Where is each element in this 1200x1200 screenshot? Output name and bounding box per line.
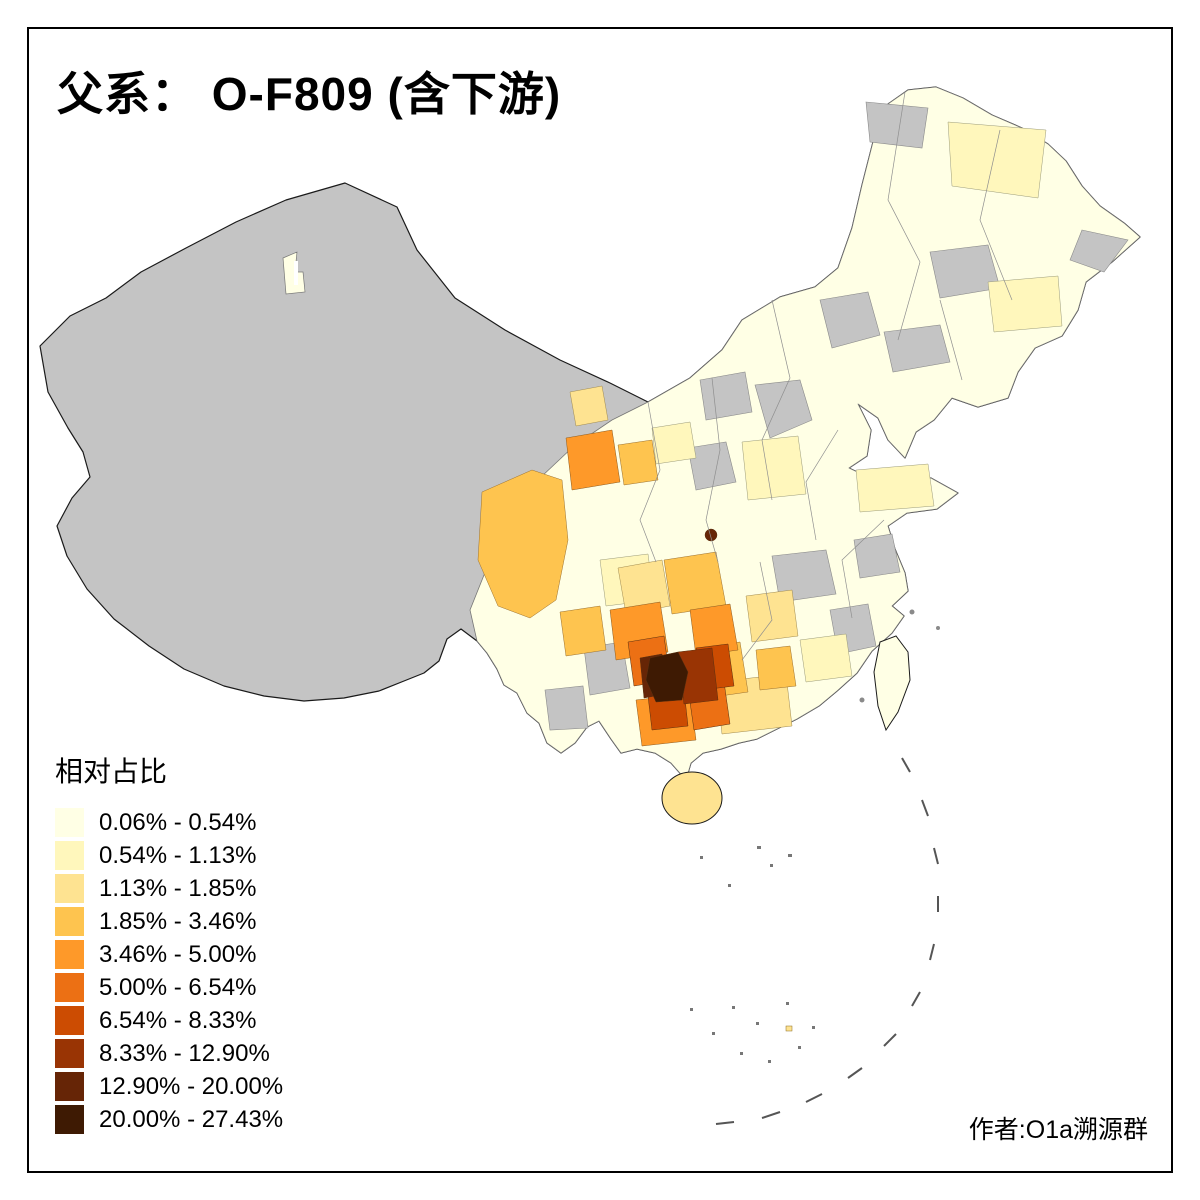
map-region-patch — [947, 121, 1047, 199]
legend-label: 3.46% - 5.00% — [99, 940, 257, 968]
legend-label: 0.54% - 1.13% — [99, 841, 257, 869]
hotspot-cluster — [627, 528, 735, 731]
nine-dash-line — [715, 757, 939, 1125]
map-region-patch — [565, 429, 621, 491]
legend-item: 3.46% - 5.00% — [55, 938, 395, 971]
legend-label: 5.00% - 6.54% — [99, 973, 257, 1001]
map-region-patch — [819, 291, 881, 349]
map-region-patch — [745, 589, 799, 643]
coastal-islands — [859, 609, 940, 703]
legend-label: 0.06% - 0.54% — [99, 808, 257, 836]
legend-swatch — [55, 907, 84, 936]
legend-item: 20.00% - 27.43% — [55, 1103, 395, 1136]
legend-label: 20.00% - 27.43% — [99, 1105, 284, 1133]
map-region-patch — [987, 275, 1063, 333]
legend: 相对占比 0.06% - 0.54% 0.54% - 1.13% 1.13% -… — [55, 750, 395, 1136]
south-china-sea-data-island — [785, 1025, 793, 1032]
legend-item: 5.00% - 6.54% — [55, 971, 395, 1004]
map-region-patch — [617, 439, 659, 486]
map-region-patch — [477, 469, 569, 619]
map-region-patch — [569, 385, 609, 427]
lake — [294, 261, 298, 285]
map-region-patch — [883, 324, 951, 373]
legend-item: 12.90% - 20.00% — [55, 1070, 395, 1103]
legend-label: 1.13% - 1.85% — [99, 874, 257, 902]
map-dark-outlier-dot — [704, 528, 718, 542]
map-hotspot-core — [645, 651, 689, 703]
legend-label: 1.85% - 3.46% — [99, 907, 257, 935]
legend-item: 1.13% - 1.85% — [55, 872, 395, 905]
class2-patches — [599, 121, 1063, 683]
south-china-sea-islands — [690, 846, 815, 1063]
legend-title: 相对占比 — [55, 756, 168, 787]
attribution-text: 作者:O1a溯源群 — [968, 1116, 1148, 1144]
map-region-patch — [544, 685, 589, 731]
legend-label: 12.90% - 20.00% — [99, 1072, 284, 1100]
map-region-patch — [699, 371, 753, 421]
legend-swatch — [55, 874, 84, 903]
legend-swatch — [55, 1105, 84, 1134]
page-title: 父系： O-F809 (含下游) — [57, 68, 562, 120]
legend-label: 6.54% - 8.33% — [99, 1006, 257, 1034]
map-region-patch — [1069, 229, 1129, 273]
map-region-patch — [651, 421, 697, 465]
taiwan-island — [873, 635, 911, 732]
map-region-patch — [865, 101, 929, 149]
map-region-patch — [771, 549, 837, 603]
map-region-patch — [687, 441, 737, 491]
map-region-patch — [741, 435, 807, 501]
map-region-patch — [853, 533, 901, 579]
legend-item: 0.06% - 0.54% — [55, 806, 395, 839]
hainan-island — [661, 771, 723, 825]
legend-item: 8.33% - 12.90% — [55, 1037, 395, 1070]
legend-item: 1.85% - 3.46% — [55, 905, 395, 938]
legend-label: 8.33% - 12.90% — [99, 1039, 270, 1067]
class4-patches — [477, 439, 797, 699]
legend-swatch — [55, 973, 84, 1002]
map-region-patch — [617, 559, 671, 615]
legend-item: 0.54% - 1.13% — [55, 839, 395, 872]
legend-swatch — [55, 808, 84, 837]
map-region-patch — [755, 645, 797, 691]
map-region-patch — [799, 633, 853, 683]
map-region-patch — [663, 551, 727, 615]
province-borders — [639, 91, 1013, 661]
map-region-patch — [689, 603, 739, 657]
legend-swatch — [55, 940, 84, 969]
legend-swatch — [55, 1006, 84, 1035]
legend-swatch — [55, 1072, 84, 1101]
no-data-patches — [544, 101, 1129, 731]
map-region-patch — [855, 463, 935, 513]
legend-item: 6.54% - 8.33% — [55, 1004, 395, 1037]
legend-swatch — [55, 841, 84, 870]
map-region-patch — [559, 605, 607, 657]
legend-swatch — [55, 1039, 84, 1068]
